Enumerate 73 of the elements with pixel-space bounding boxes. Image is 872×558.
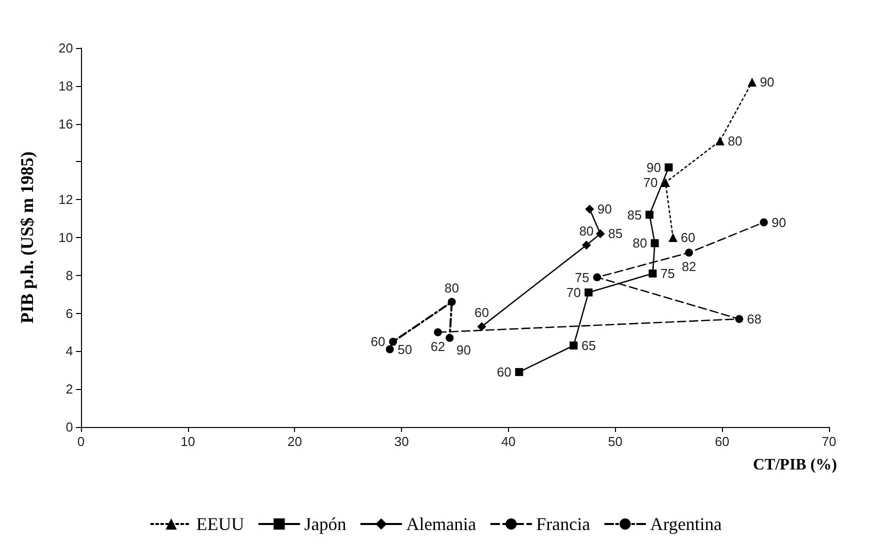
annotation: 90 [772, 214, 786, 230]
legend-label: Japón [304, 514, 346, 534]
point [596, 229, 605, 238]
point [650, 239, 659, 248]
point [448, 298, 456, 306]
annotation: 80 [444, 280, 460, 296]
x-tick-label: 30 [394, 434, 409, 449]
point [748, 78, 757, 87]
y-tick-label: 6 [66, 306, 73, 321]
annotation: 75 [660, 266, 675, 282]
point [593, 273, 602, 282]
point [664, 163, 673, 172]
point [434, 328, 442, 336]
x-tick-label: 70 [822, 434, 836, 449]
legend-label: Argentina [650, 514, 722, 534]
x-axis-title: CT/PIB (%) [753, 456, 837, 474]
point [668, 233, 678, 242]
annotation: 60 [370, 334, 386, 350]
x-tick-label: 40 [501, 434, 516, 449]
annotation: 50 [398, 342, 412, 357]
y-tick-label: 10 [58, 230, 73, 245]
point [584, 288, 593, 296]
x-tick-label: 0 [77, 434, 85, 449]
point [515, 368, 524, 376]
annotation: 90 [760, 74, 774, 90]
annotation: 82 [682, 259, 696, 274]
annotation: 80 [632, 236, 648, 251]
point [685, 248, 694, 257]
legend-label: Alemania [406, 514, 476, 534]
point [735, 314, 744, 323]
annotation: 70 [566, 284, 581, 300]
annotation: 85 [627, 207, 642, 222]
y-tick-label: 18 [58, 78, 73, 94]
legend-label: Francia [536, 514, 590, 534]
annotation: 65 [581, 338, 596, 354]
point [585, 204, 594, 214]
annotation: 85 [608, 226, 623, 242]
point [477, 322, 486, 332]
point [716, 136, 725, 146]
point [446, 334, 454, 342]
point [648, 270, 657, 278]
point [389, 338, 398, 346]
annotation: 80 [579, 224, 594, 239]
x-tick-label: 60 [714, 434, 730, 449]
annotation: 80 [728, 133, 742, 148]
point [760, 218, 768, 226]
y-tick-label: 4 [66, 344, 73, 359]
y-tick-label: 16 [58, 116, 73, 132]
legend-label: EEUU [196, 514, 244, 534]
y-tick-label: 20 [58, 40, 73, 56]
point [386, 345, 394, 354]
annotation: 62 [430, 338, 446, 354]
y-axis-title: PIB p.h. (US$ m 1985) [17, 151, 37, 324]
point [582, 240, 591, 250]
annotation: 68 [747, 311, 762, 326]
annotation: 70 [643, 175, 658, 190]
x-tick-label: 20 [287, 434, 302, 449]
x-tick-label: 50 [608, 434, 623, 449]
annotation: 75 [574, 270, 590, 285]
point [661, 178, 670, 188]
annotation: 90 [646, 160, 661, 175]
y-tick-label: 0 [66, 420, 73, 434]
annotation: 60 [680, 230, 696, 245]
y-tick-label: 12 [58, 192, 73, 208]
annotation: 60 [496, 364, 512, 380]
point [645, 210, 654, 219]
y-tick-label: 8 [66, 268, 73, 283]
x-tick-label: 10 [180, 434, 196, 449]
annotation: 90 [597, 202, 612, 217]
annotation: 60 [474, 305, 489, 320]
annotation: 90 [456, 342, 471, 358]
y-tick-label: 2 [66, 382, 73, 397]
point [570, 342, 578, 350]
